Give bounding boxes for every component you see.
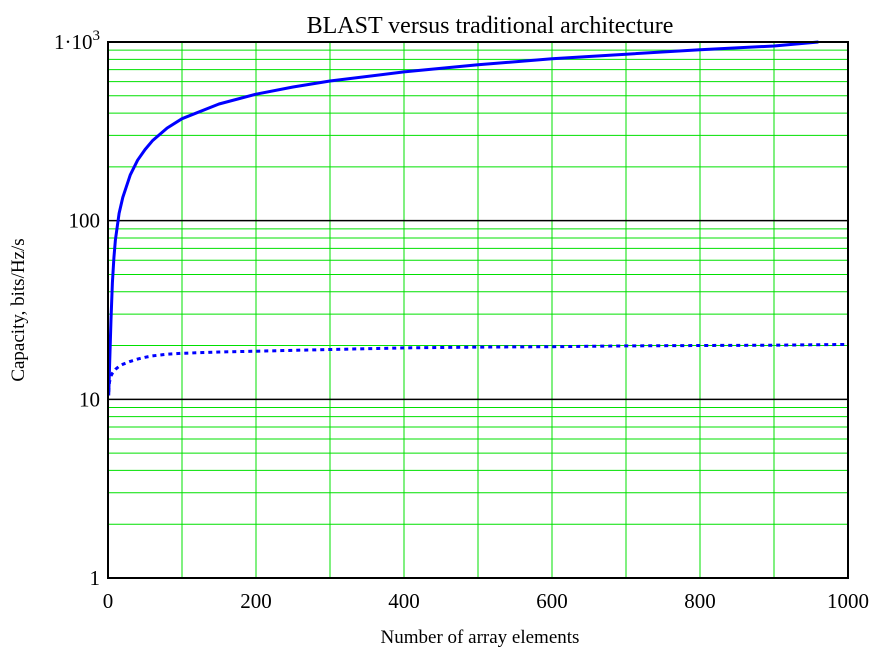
chart-title: BLAST versus traditional architecture (307, 13, 674, 39)
tick-labels: 0 200 400 600 800 1000 1 10 100 1·103 (54, 28, 869, 613)
x-tick-label: 600 (536, 589, 568, 613)
x-axis-label: Number of array elements (381, 627, 580, 648)
x-tick-label: 400 (388, 589, 420, 613)
plot-frame (107, 41, 849, 579)
x-tick-label: 1000 (827, 589, 869, 613)
series-line-solid (107, 40, 819, 396)
y-tick-exponent: 3 (93, 28, 101, 44)
grid (108, 42, 848, 578)
y-tick-label: 100 (69, 209, 101, 233)
x-tick-label: 200 (240, 589, 272, 613)
y-tick-label: 1 (90, 566, 101, 590)
series-layer (107, 40, 849, 396)
y-axis-label: Capacity, bits/Hz/s (8, 238, 29, 381)
y-tick-label: 10 (79, 387, 100, 411)
x-tick-label: 0 (103, 589, 114, 613)
x-tick-label: 800 (684, 589, 716, 613)
series-line-dotted (107, 342, 849, 393)
y-tick-label: 1·103 (54, 28, 100, 54)
